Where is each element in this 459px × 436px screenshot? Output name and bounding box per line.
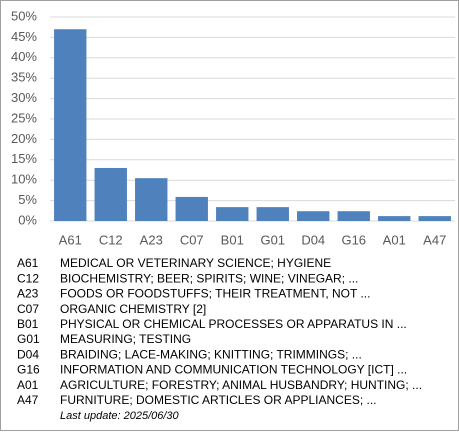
- legend-description: MEASURING; TESTING: [60, 332, 191, 346]
- x-tick-label: B01: [221, 232, 244, 247]
- legend-description: MEDICAL OR VETERINARY SCIENCE; HYGIENE: [60, 256, 331, 270]
- x-tick-label: D04: [301, 232, 325, 247]
- legend-code: A61: [17, 256, 39, 270]
- y-tick-label: 10%: [11, 172, 37, 187]
- bar: [216, 207, 249, 221]
- legend-code: C12: [17, 271, 39, 285]
- legend-description: FOODS OR FOODSTUFFS; THEIR TREATMENT, NO…: [60, 287, 370, 301]
- y-tick-label: 30%: [11, 90, 37, 105]
- x-tick-label: A61: [59, 232, 82, 247]
- bar: [378, 216, 411, 221]
- legend-code: G01: [17, 332, 40, 346]
- bar: [135, 178, 168, 221]
- bar: [418, 216, 451, 221]
- x-tick-label: A01: [383, 232, 406, 247]
- legend-code: A23: [17, 287, 39, 301]
- footer: Last update: 2025/06/30: [60, 410, 180, 422]
- legend-description: BRAIDING; LACE-MAKING; KNITTING; TRIMMIN…: [60, 347, 362, 361]
- y-tick-label: 45%: [11, 29, 37, 44]
- legend-description: AGRICULTURE; FORESTRY; ANIMAL HUSBANDRY;…: [60, 378, 422, 392]
- y-tick-label: 20%: [11, 131, 37, 146]
- legend-code: D04: [17, 347, 39, 361]
- y-tick-label: 5%: [18, 192, 37, 207]
- x-tick-label: C12: [99, 232, 123, 247]
- legend-description: PHYSICAL OR CHEMICAL PROCESSES OR APPARA…: [60, 317, 407, 331]
- y-tick-label: 50%: [11, 8, 37, 23]
- x-tick-label: A23: [140, 232, 163, 247]
- bar: [54, 29, 87, 221]
- y-tick-label: 40%: [11, 49, 37, 64]
- legend-description: FURNITURE; DOMESTIC ARTICLES OR APPLIANC…: [60, 393, 377, 407]
- x-tick-label: C07: [180, 232, 204, 247]
- y-tick-label: 35%: [11, 70, 37, 85]
- bar: [297, 211, 330, 221]
- x-tick-label: G01: [260, 232, 285, 247]
- legend-code: C07: [17, 302, 39, 316]
- y-tick-label: 0%: [18, 212, 37, 227]
- legend-description: ORGANIC CHEMISTRY [2]: [60, 302, 206, 316]
- legend-description: INFORMATION AND COMMUNICATION TECHNOLOGY…: [60, 363, 407, 377]
- legend-code: G16: [17, 363, 40, 377]
- bar: [337, 211, 370, 221]
- y-tick-label: 25%: [11, 110, 37, 125]
- legend-description: BIOCHEMISTRY; BEER; SPIRITS; WINE; VINEG…: [60, 271, 358, 285]
- legend-code: B01: [17, 317, 39, 331]
- legend-code: A01: [17, 378, 39, 392]
- bar: [94, 167, 127, 221]
- bar: [175, 196, 208, 221]
- y-tick-label: 15%: [11, 151, 37, 166]
- bar: [256, 207, 289, 221]
- x-tick-label: A47: [423, 232, 446, 247]
- x-tick-label: G16: [341, 232, 366, 247]
- legend-code: A47: [17, 393, 39, 407]
